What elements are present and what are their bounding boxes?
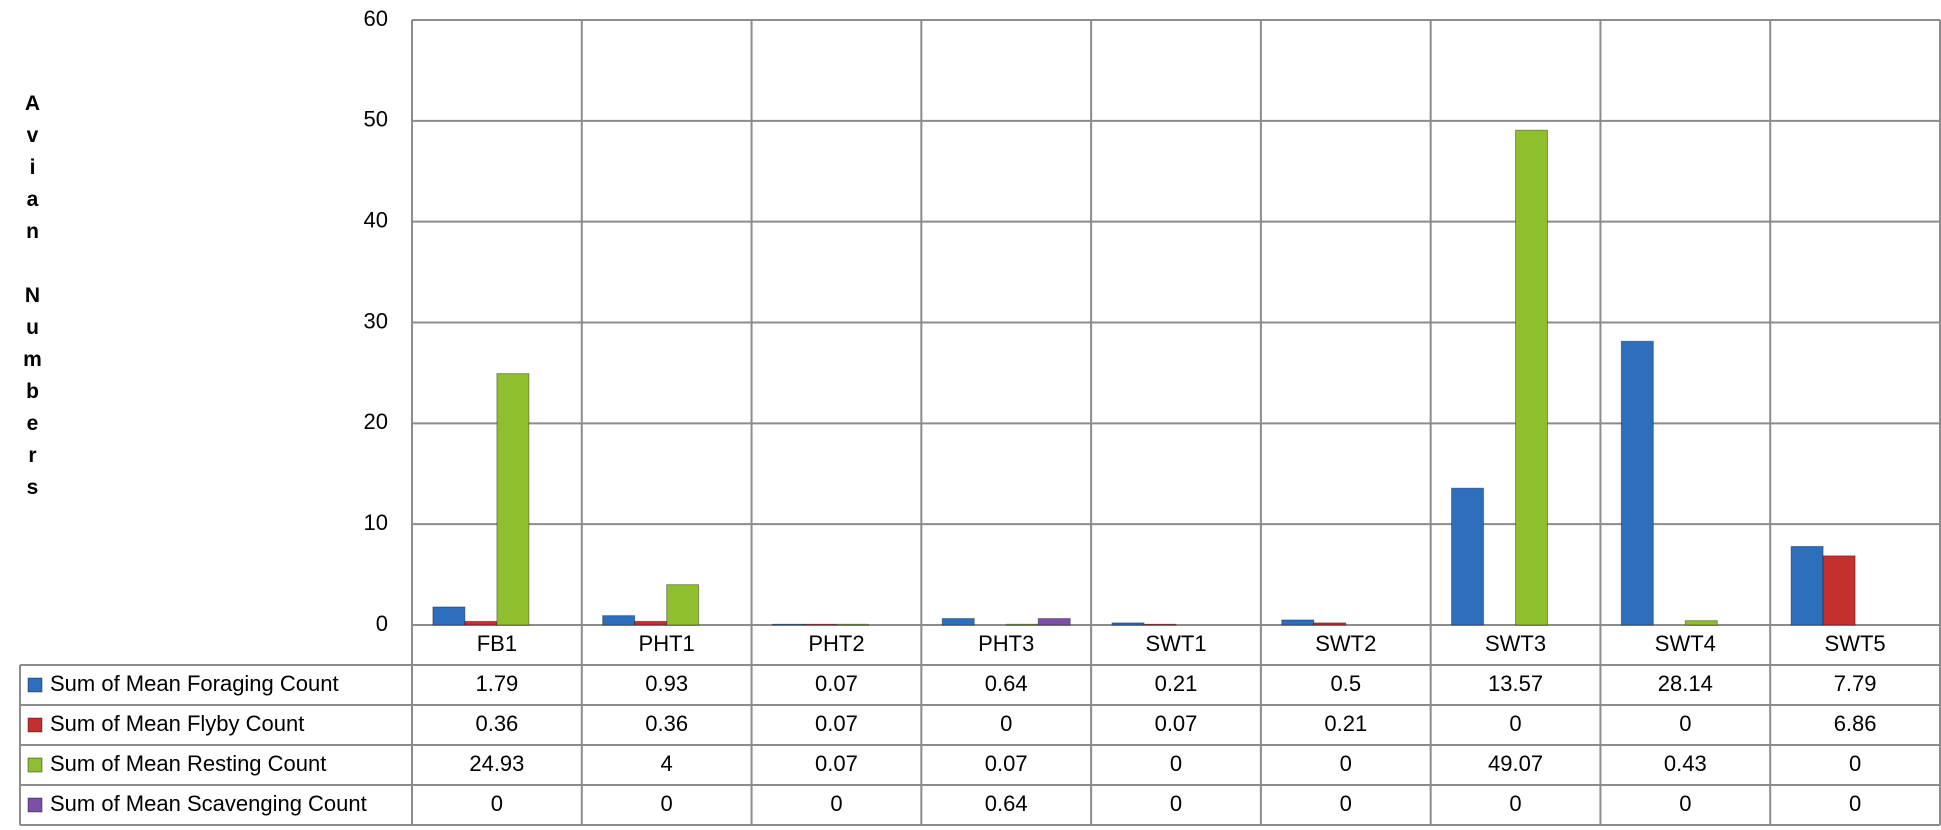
bar	[835, 623, 869, 626]
table-value: 0.07	[815, 671, 858, 696]
x-tick-label: PHT1	[639, 631, 695, 656]
bar	[496, 373, 530, 626]
legend-label: Sum of Mean Resting Count	[50, 751, 326, 776]
table-value: 0	[1000, 711, 1012, 736]
legend-label: Sum of Mean Scavenging Count	[50, 791, 367, 816]
bar	[1790, 545, 1824, 626]
bar	[1684, 620, 1718, 626]
y-tick-label: 0	[376, 611, 388, 636]
bar	[1143, 623, 1177, 626]
bar	[1037, 618, 1071, 626]
table-value: 13.57	[1488, 671, 1543, 696]
table-value: 0.07	[815, 711, 858, 736]
table-value: 0.07	[1155, 711, 1198, 736]
x-tick-label: PHT2	[808, 631, 864, 656]
bar	[1620, 340, 1654, 626]
table-value: 49.07	[1488, 751, 1543, 776]
x-tick-label: FB1	[477, 631, 517, 656]
bar	[803, 623, 837, 626]
x-tick-label: SWT1	[1145, 631, 1206, 656]
table-value: 0	[491, 791, 503, 816]
table-value: 0	[1340, 791, 1352, 816]
table-value: 0	[1679, 711, 1691, 736]
table-value: 0.36	[475, 711, 518, 736]
table-value: 0	[830, 791, 842, 816]
table-value: 0	[1340, 751, 1352, 776]
y-tick-label: 30	[364, 308, 388, 333]
table-value: 0	[1170, 791, 1182, 816]
y-tick-label: 40	[364, 207, 388, 232]
legend-key	[27, 757, 43, 773]
table-value: 28.14	[1658, 671, 1713, 696]
bar	[1313, 622, 1347, 626]
bar	[1281, 619, 1315, 626]
bar	[432, 606, 466, 626]
table-value: 0	[1679, 791, 1691, 816]
bar	[634, 620, 668, 626]
table-value: 4	[661, 751, 673, 776]
bar	[602, 615, 636, 626]
table-value: 0.64	[985, 791, 1028, 816]
table-value: 0	[1849, 751, 1861, 776]
x-tick-label: SWT3	[1485, 631, 1546, 656]
y-tick-label: 10	[364, 510, 388, 535]
bar	[1451, 487, 1485, 626]
table-value: 0.43	[1664, 751, 1707, 776]
table-value: 1.79	[475, 671, 518, 696]
table-value: 0	[1509, 791, 1521, 816]
legend-label: Sum of Mean Flyby Count	[50, 711, 304, 736]
legend-key	[27, 677, 43, 693]
y-axis-label: Avian Numbers	[21, 92, 44, 508]
bar	[666, 584, 700, 626]
table-value: 0.21	[1324, 711, 1367, 736]
bar	[1005, 623, 1039, 626]
legend-key	[27, 797, 43, 813]
table-value: 0	[661, 791, 673, 816]
x-tick-label: SWT2	[1315, 631, 1376, 656]
table-value: 0.21	[1155, 671, 1198, 696]
table-value: 24.93	[469, 751, 524, 776]
table-value: 0	[1849, 791, 1861, 816]
x-tick-label: SWT5	[1825, 631, 1886, 656]
y-tick-label: 20	[364, 409, 388, 434]
bar	[1822, 555, 1856, 626]
bar	[771, 623, 805, 626]
table-value: 0.07	[815, 751, 858, 776]
x-tick-label: SWT4	[1655, 631, 1716, 656]
y-tick-label: 60	[364, 6, 388, 31]
legend-key	[27, 717, 43, 733]
table-value: 0.36	[645, 711, 688, 736]
table-value: 0	[1509, 711, 1521, 736]
bar	[1111, 622, 1145, 626]
y-tick-label: 50	[364, 107, 388, 132]
table-value: 6.86	[1834, 711, 1877, 736]
table-value: 0.64	[985, 671, 1028, 696]
bar	[1515, 129, 1549, 626]
bar	[941, 618, 975, 626]
table-value: 0.93	[645, 671, 688, 696]
legend-label: Sum of Mean Foraging Count	[50, 671, 339, 696]
table-value: 0.07	[985, 751, 1028, 776]
table-value: 0	[1170, 751, 1182, 776]
bar	[464, 620, 498, 626]
table-value: 7.79	[1834, 671, 1877, 696]
x-tick-label: PHT3	[978, 631, 1034, 656]
table-value: 0.5	[1330, 671, 1361, 696]
